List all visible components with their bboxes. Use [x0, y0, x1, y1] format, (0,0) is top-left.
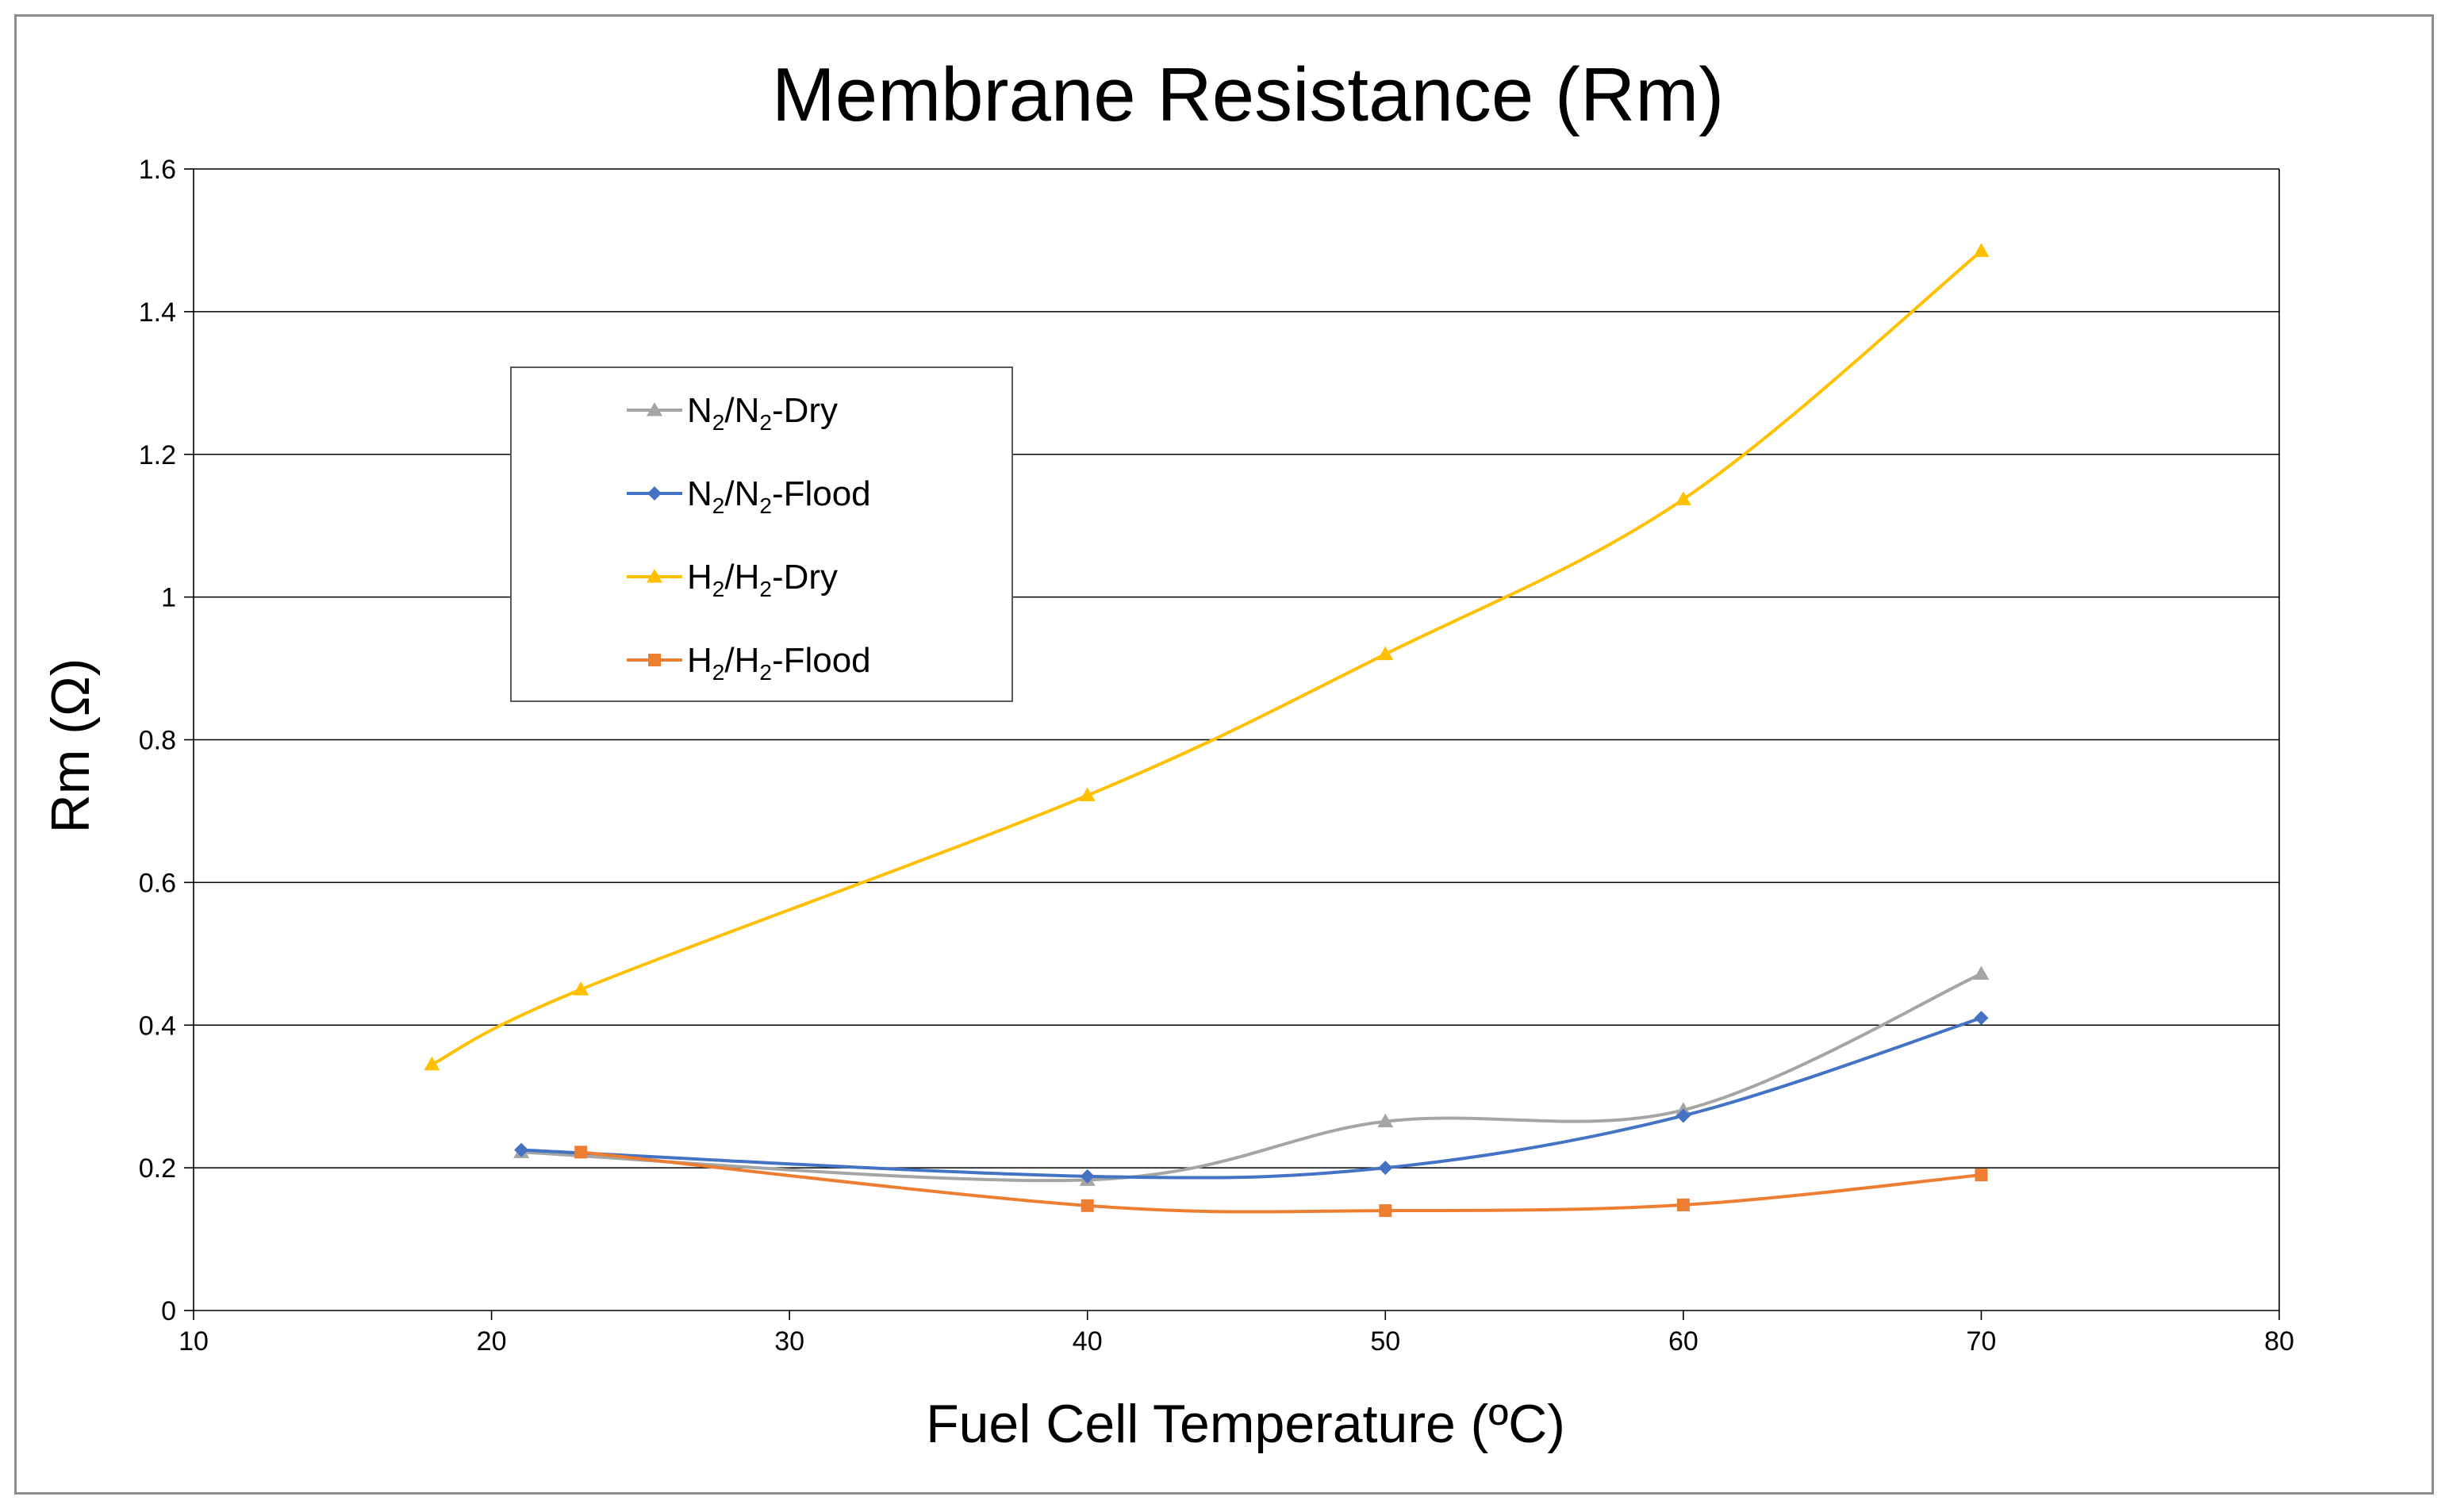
y-tick-label: 1.6: [139, 155, 176, 185]
gridlines: [194, 168, 2279, 1169]
series-line: [521, 972, 1983, 1183]
x-tick-label: 10: [178, 1326, 209, 1357]
x-tick-label: 50: [1370, 1326, 1400, 1357]
series-H2/H2-Flood: [574, 1146, 1988, 1218]
legend-label-part: 2: [712, 410, 725, 435]
data-point: [1675, 491, 1691, 505]
x-tick-labels: 10 20 30 40 50 60 70 80: [178, 1326, 2294, 1357]
y-tick-label: 1.4: [139, 297, 176, 328]
legend-label-part: /N: [724, 391, 759, 430]
legend-box: [510, 366, 1013, 702]
legend-label-part: -Dry: [772, 558, 838, 597]
legend-marker: [647, 486, 662, 501]
series-line: [521, 1016, 1983, 1180]
data-point: [1377, 646, 1394, 661]
y-tick-label: 0.8: [139, 726, 176, 756]
x-tick-label: 40: [1073, 1326, 1103, 1357]
legend-marker: [647, 402, 662, 416]
data-point: [1081, 1199, 1094, 1212]
legend-item: H2/H2-Dry: [627, 558, 838, 601]
legend-label: H2/H2-Flood: [687, 641, 871, 685]
y-tick-label: 1: [161, 583, 176, 613]
legend-label-part: 2: [759, 493, 772, 518]
legend-item: H2/H2-Flood: [627, 641, 871, 685]
legend-label-part: N: [687, 391, 712, 430]
series-layer: [424, 243, 1990, 1218]
legend-label-part: /H: [724, 558, 759, 597]
legend-label-part: -Dry: [772, 391, 838, 430]
data-point: [1377, 1113, 1394, 1128]
data-point: [574, 1146, 588, 1159]
data-point: [1379, 1204, 1392, 1218]
series-H2/H2-Dry: [424, 243, 1990, 1071]
legend-marker: [648, 654, 661, 666]
data-point: [1079, 787, 1096, 802]
x-tick-label: 30: [774, 1326, 804, 1357]
legend-label-part: 2: [759, 410, 772, 435]
legend-label-part: H: [687, 641, 712, 680]
legend-label-part: 2: [712, 493, 725, 518]
legend-item: N2/N2-Dry: [627, 391, 838, 435]
x-tick-label: 70: [1967, 1326, 1997, 1357]
axes: [184, 168, 2280, 1320]
x-tick-label: 80: [2264, 1326, 2294, 1357]
y-tick-labels: 0 0.2 0.4 0.6 0.8 1 1.2 1.4 1.6: [139, 155, 176, 1326]
chart-frame: [14, 14, 2434, 1495]
data-point: [1676, 1198, 1690, 1211]
data-point: [1973, 965, 1990, 980]
legend-label-part: /N: [724, 474, 759, 513]
legend-label: H2/H2-Dry: [687, 558, 838, 601]
legend-label-part: 2: [712, 660, 725, 685]
x-tick-label: 20: [477, 1326, 507, 1357]
legend-marker: [647, 569, 662, 583]
legend-label-part: 2: [712, 577, 725, 601]
legend-label: N2/N2-Dry: [687, 391, 838, 435]
legend-label: N2/N2-Flood: [687, 474, 871, 518]
data-point: [1676, 1108, 1691, 1123]
legend-item: N2/N2-Flood: [627, 474, 871, 518]
data-point: [1973, 243, 1990, 257]
y-tick-label: 1.2: [139, 440, 176, 470]
x-tick-label: 60: [1668, 1326, 1699, 1357]
legend-label-part: -Flood: [772, 641, 871, 680]
legend-label-part: N: [687, 474, 712, 513]
series-N2/N2-Flood: [514, 1011, 1989, 1184]
legend-label-part: H: [687, 558, 712, 597]
y-tick-label: 0.2: [139, 1153, 176, 1184]
legend-label-part: 2: [759, 577, 772, 601]
y-tick-label: 0.6: [139, 868, 176, 898]
data-point: [573, 981, 589, 996]
data-point: [1974, 1011, 1989, 1026]
legend-label-part: /H: [724, 641, 759, 680]
data-point: [1975, 1169, 1988, 1182]
data-point: [424, 1056, 440, 1071]
series-line: [581, 1150, 1982, 1214]
data-point: [1080, 1169, 1095, 1184]
legend-label-part: 2: [759, 660, 772, 685]
series-N2/N2-Dry: [513, 965, 1990, 1186]
x-axis-label: Fuel Cell Temperature (ºC): [926, 1394, 1565, 1454]
data-point: [1378, 1161, 1393, 1176]
y-axis-label: Rm (Ω): [40, 658, 101, 834]
legend-label-part: -Flood: [772, 474, 871, 513]
data-point: [514, 1142, 529, 1157]
y-tick-label: 0: [161, 1296, 176, 1326]
series-line: [431, 249, 1983, 1066]
y-tick-label: 0.4: [139, 1011, 176, 1041]
chart-title: Membrane Resistance (Rm): [772, 52, 1724, 137]
